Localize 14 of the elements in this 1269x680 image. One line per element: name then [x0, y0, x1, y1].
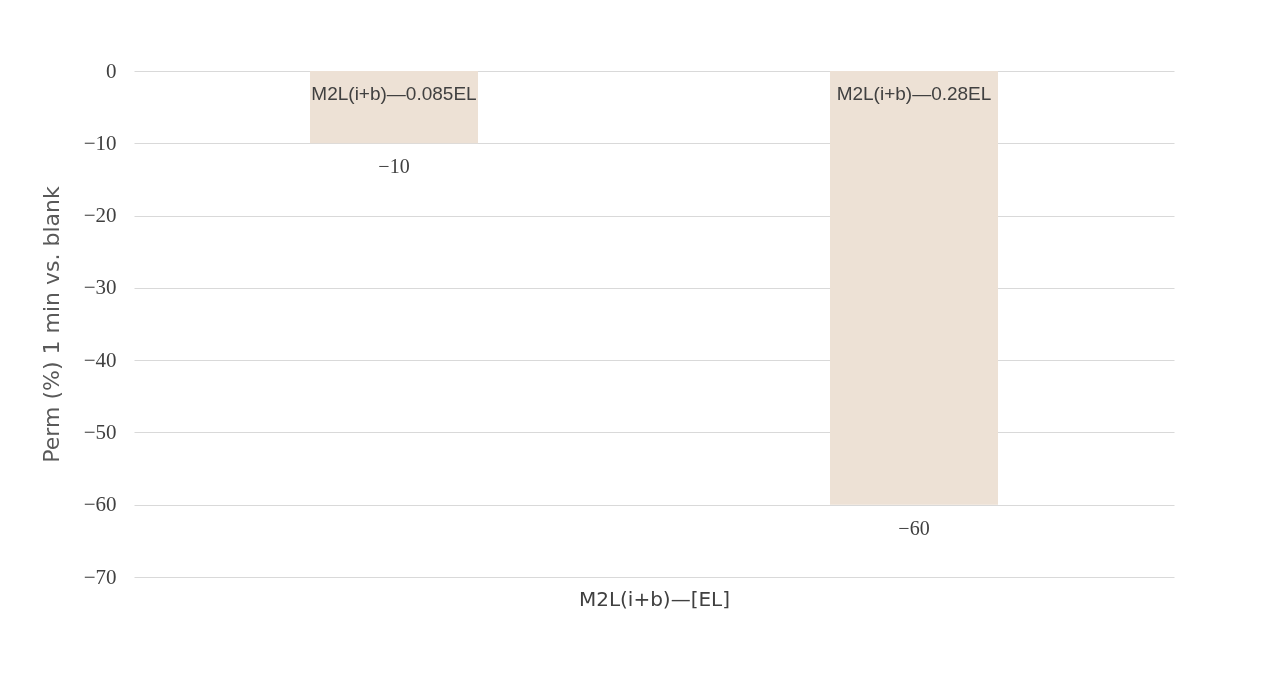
data-label: −60 [898, 516, 930, 539]
y-tick-label: −70 [83, 564, 117, 589]
y-axis-title: Perm (%) 1 min vs. blank [38, 186, 64, 463]
x-axis-title: M2L(i+b)—[EL] [578, 586, 731, 611]
y-tick-label: −40 [83, 347, 117, 372]
y-tick-label: −10 [83, 130, 117, 155]
y-tick-label: −20 [83, 203, 117, 228]
y-tick-label: 0 [106, 58, 117, 83]
y-tick-label: −30 [83, 275, 117, 300]
y-tick-label: −50 [83, 419, 117, 444]
data-label: −10 [378, 155, 410, 178]
y-tick-label: −60 [83, 492, 117, 517]
x-tick-label: M2L(i+b)—0.085EL [311, 83, 477, 104]
x-tick-label: M2L(i+b)—0.28EL [836, 83, 992, 104]
